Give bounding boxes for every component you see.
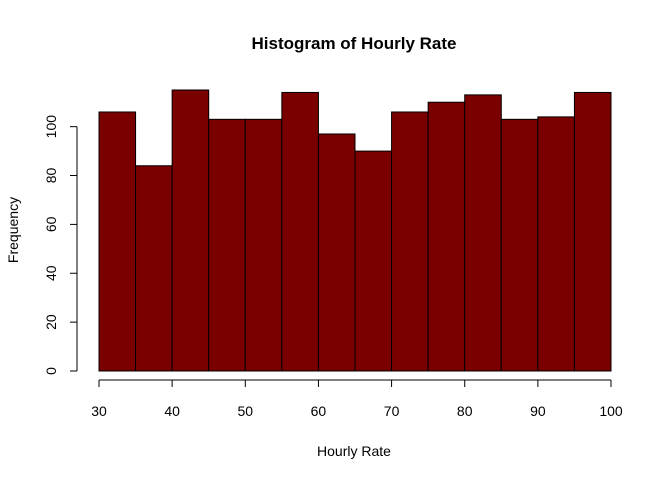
x-tick-label-60: 60 xyxy=(311,403,327,419)
histogram-bar-11 xyxy=(464,94,502,372)
histogram-bar-1 xyxy=(98,111,137,372)
x-tick-label-40: 40 xyxy=(164,403,180,419)
y-axis: 0 20 40 60 80 100 xyxy=(43,115,78,375)
y-tick-label-80: 80 xyxy=(43,168,59,184)
y-axis-label: Frequency xyxy=(5,197,21,263)
x-axis-label: Hourly Rate xyxy=(317,443,391,459)
histogram-bar-13 xyxy=(537,116,575,372)
histogram-bar-10 xyxy=(427,101,466,372)
y-tick-label-100: 100 xyxy=(43,115,59,139)
x-tick-label-30: 30 xyxy=(91,403,107,419)
y-tick-label-20: 20 xyxy=(43,314,59,330)
histogram-bar-6 xyxy=(281,91,319,372)
histogram-bar-4 xyxy=(208,118,246,372)
histogram-bar-9 xyxy=(391,111,429,372)
y-tick-label-60: 60 xyxy=(43,216,59,232)
x-tick-label-100: 100 xyxy=(599,403,623,419)
x-tick-label-90: 90 xyxy=(530,403,546,419)
histogram-bar-5 xyxy=(244,118,283,372)
x-tick-label-70: 70 xyxy=(384,403,400,419)
y-tick-label-0: 0 xyxy=(43,367,59,375)
histogram-bar-7 xyxy=(317,133,356,372)
histogram-bar-14 xyxy=(573,91,612,372)
x-tick-label-80: 80 xyxy=(457,403,473,419)
bars-group xyxy=(98,89,612,372)
histogram-bar-3 xyxy=(171,89,210,372)
x-axis: 30 40 50 60 70 80 90 100 xyxy=(91,379,623,419)
chart-title: Histogram of Hourly Rate xyxy=(252,34,457,53)
histogram-bar-2 xyxy=(135,165,173,372)
y-tick-label-40: 40 xyxy=(43,265,59,281)
x-tick-label-50: 50 xyxy=(237,403,253,419)
histogram-bar-12 xyxy=(500,118,539,372)
histogram-bar-8 xyxy=(354,150,393,372)
